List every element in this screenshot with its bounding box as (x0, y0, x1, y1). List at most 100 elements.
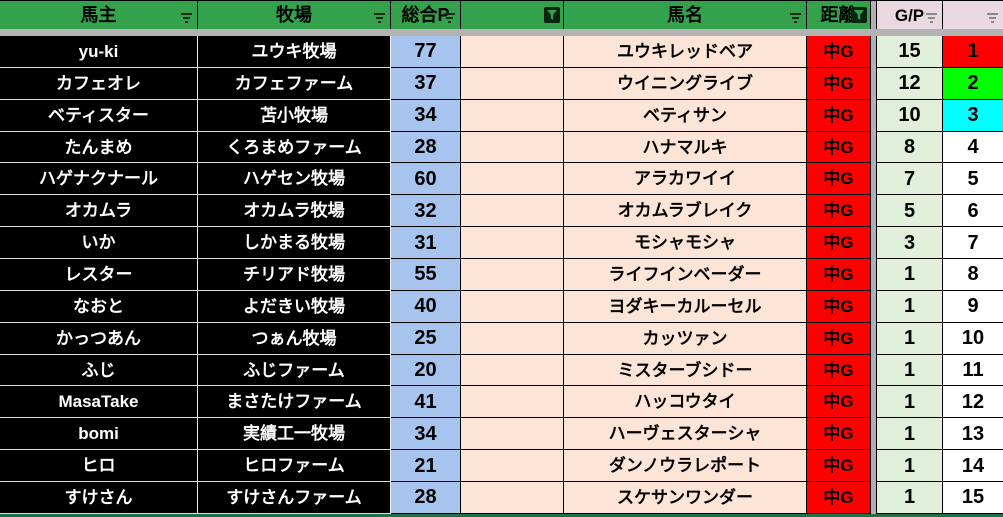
cell-total-p[interactable]: 25 (391, 322, 461, 355)
cell-distance[interactable]: 中G (807, 290, 871, 323)
filter-active-icon[interactable] (851, 7, 867, 23)
filter-dropdown-icon[interactable] (986, 13, 999, 24)
cell-blank[interactable] (461, 195, 564, 228)
cell-rank[interactable]: 2 (943, 67, 1003, 100)
column-header[interactable]: 馬主 (0, 1, 198, 29)
cell-gp[interactable]: 8 (877, 131, 943, 164)
cell-horse-name[interactable]: カッツァン (564, 322, 807, 355)
cell-rank[interactable]: 15 (943, 482, 1003, 514)
cell-farm[interactable]: ハゲセン牧場 (198, 163, 391, 196)
cell-farm[interactable]: つぁん牧場 (198, 322, 391, 355)
cell-horse-name[interactable]: ミスターブシドー (564, 354, 807, 387)
cell-gp[interactable]: 1 (877, 418, 943, 451)
cell-farm[interactable]: しかまる牧場 (198, 227, 391, 260)
cell-horse-name[interactable]: モシャモシャ (564, 227, 807, 260)
cell-horse-name[interactable]: ダンノウラレポート (564, 450, 807, 483)
cell-rank[interactable]: 1 (943, 36, 1003, 68)
cell-blank[interactable] (461, 418, 564, 451)
cell-horse-name[interactable]: ユウキレッドベア (564, 36, 807, 68)
cell-blank[interactable] (461, 290, 564, 323)
cell-horse-name[interactable]: スケサンワンダー (564, 482, 807, 514)
cell-gp[interactable]: 12 (877, 67, 943, 100)
cell-farm[interactable]: ふじファーム (198, 354, 391, 387)
cell-total-p[interactable]: 31 (391, 227, 461, 260)
cell-owner[interactable]: レスター (0, 259, 198, 291)
cell-gp[interactable]: 1 (877, 290, 943, 323)
cell-distance[interactable]: 中G (807, 450, 871, 483)
cell-distance[interactable]: 中G (807, 227, 871, 260)
cell-farm[interactable]: チリアド牧場 (198, 259, 391, 291)
cell-rank[interactable]: 6 (943, 195, 1003, 228)
cell-total-p[interactable]: 34 (391, 418, 461, 451)
cell-total-p[interactable]: 21 (391, 450, 461, 483)
cell-owner[interactable]: ベティスター (0, 99, 198, 132)
cell-horse-name[interactable]: オカムラブレイク (564, 195, 807, 228)
column-header[interactable]: 距離 (807, 1, 871, 29)
cell-farm[interactable]: くろまめファーム (198, 131, 391, 164)
cell-blank[interactable] (461, 163, 564, 196)
cell-total-p[interactable]: 20 (391, 354, 461, 387)
cell-blank[interactable] (461, 259, 564, 291)
cell-farm[interactable]: 苫小牧場 (198, 99, 391, 132)
cell-owner[interactable]: すけさん (0, 482, 198, 514)
cell-farm[interactable]: すけさんファーム (198, 482, 391, 514)
column-header[interactable]: G/P (877, 1, 943, 29)
filter-dropdown-icon[interactable] (789, 13, 802, 24)
cell-gp[interactable]: 1 (877, 450, 943, 483)
cell-horse-name[interactable]: ライフインベーダー (564, 259, 807, 291)
cell-distance[interactable]: 中G (807, 36, 871, 68)
cell-gp[interactable]: 10 (877, 99, 943, 132)
cell-distance[interactable]: 中G (807, 131, 871, 164)
cell-owner[interactable]: ヒロ (0, 450, 198, 483)
column-header[interactable] (943, 1, 1003, 29)
cell-horse-name[interactable]: ハナマルキ (564, 131, 807, 164)
cell-distance[interactable]: 中G (807, 99, 871, 132)
cell-total-p[interactable]: 32 (391, 195, 461, 228)
cell-rank[interactable]: 4 (943, 131, 1003, 164)
cell-owner[interactable]: かっつあん (0, 322, 198, 355)
cell-blank[interactable] (461, 482, 564, 514)
cell-total-p[interactable]: 37 (391, 67, 461, 100)
cell-total-p[interactable]: 60 (391, 163, 461, 196)
filter-dropdown-icon[interactable] (373, 13, 386, 24)
cell-owner[interactable]: yu-ki (0, 36, 198, 68)
cell-gp[interactable]: 1 (877, 482, 943, 514)
cell-rank[interactable]: 7 (943, 227, 1003, 260)
cell-distance[interactable]: 中G (807, 418, 871, 451)
cell-distance[interactable]: 中G (807, 482, 871, 514)
cell-gp[interactable]: 1 (877, 386, 943, 419)
cell-blank[interactable] (461, 131, 564, 164)
cell-horse-name[interactable]: ハッコウタイ (564, 386, 807, 419)
cell-gp[interactable]: 1 (877, 322, 943, 355)
cell-rank[interactable]: 11 (943, 354, 1003, 387)
cell-owner[interactable]: オカムラ (0, 195, 198, 228)
cell-total-p[interactable]: 41 (391, 386, 461, 419)
cell-owner[interactable]: ふじ (0, 354, 198, 387)
filter-dropdown-icon[interactable] (925, 13, 938, 24)
cell-gp[interactable]: 1 (877, 259, 943, 291)
cell-horse-name[interactable]: アラカワイイ (564, 163, 807, 196)
cell-owner[interactable]: なおと (0, 290, 198, 323)
cell-farm[interactable]: まさたけファーム (198, 386, 391, 419)
cell-blank[interactable] (461, 322, 564, 355)
cell-gp[interactable]: 1 (877, 354, 943, 387)
cell-gp[interactable]: 15 (877, 36, 943, 68)
cell-owner[interactable]: たんまめ (0, 131, 198, 164)
filter-dropdown-icon[interactable] (443, 13, 456, 24)
cell-owner[interactable]: ハゲナクナール (0, 163, 198, 196)
cell-farm[interactable]: 実績工一牧場 (198, 418, 391, 451)
cell-total-p[interactable]: 55 (391, 259, 461, 291)
cell-rank[interactable]: 9 (943, 290, 1003, 323)
cell-rank[interactable]: 10 (943, 322, 1003, 355)
cell-blank[interactable] (461, 386, 564, 419)
cell-farm[interactable]: カフェファーム (198, 67, 391, 100)
cell-blank[interactable] (461, 450, 564, 483)
cell-gp[interactable]: 5 (877, 195, 943, 228)
cell-owner[interactable]: bomi (0, 418, 198, 451)
cell-blank[interactable] (461, 99, 564, 132)
column-header[interactable]: 牧場 (198, 1, 391, 29)
cell-distance[interactable]: 中G (807, 259, 871, 291)
column-header[interactable]: 馬名 (564, 1, 807, 29)
cell-horse-name[interactable]: ベティサン (564, 99, 807, 132)
cell-horse-name[interactable]: ヨダキーカルーセル (564, 290, 807, 323)
